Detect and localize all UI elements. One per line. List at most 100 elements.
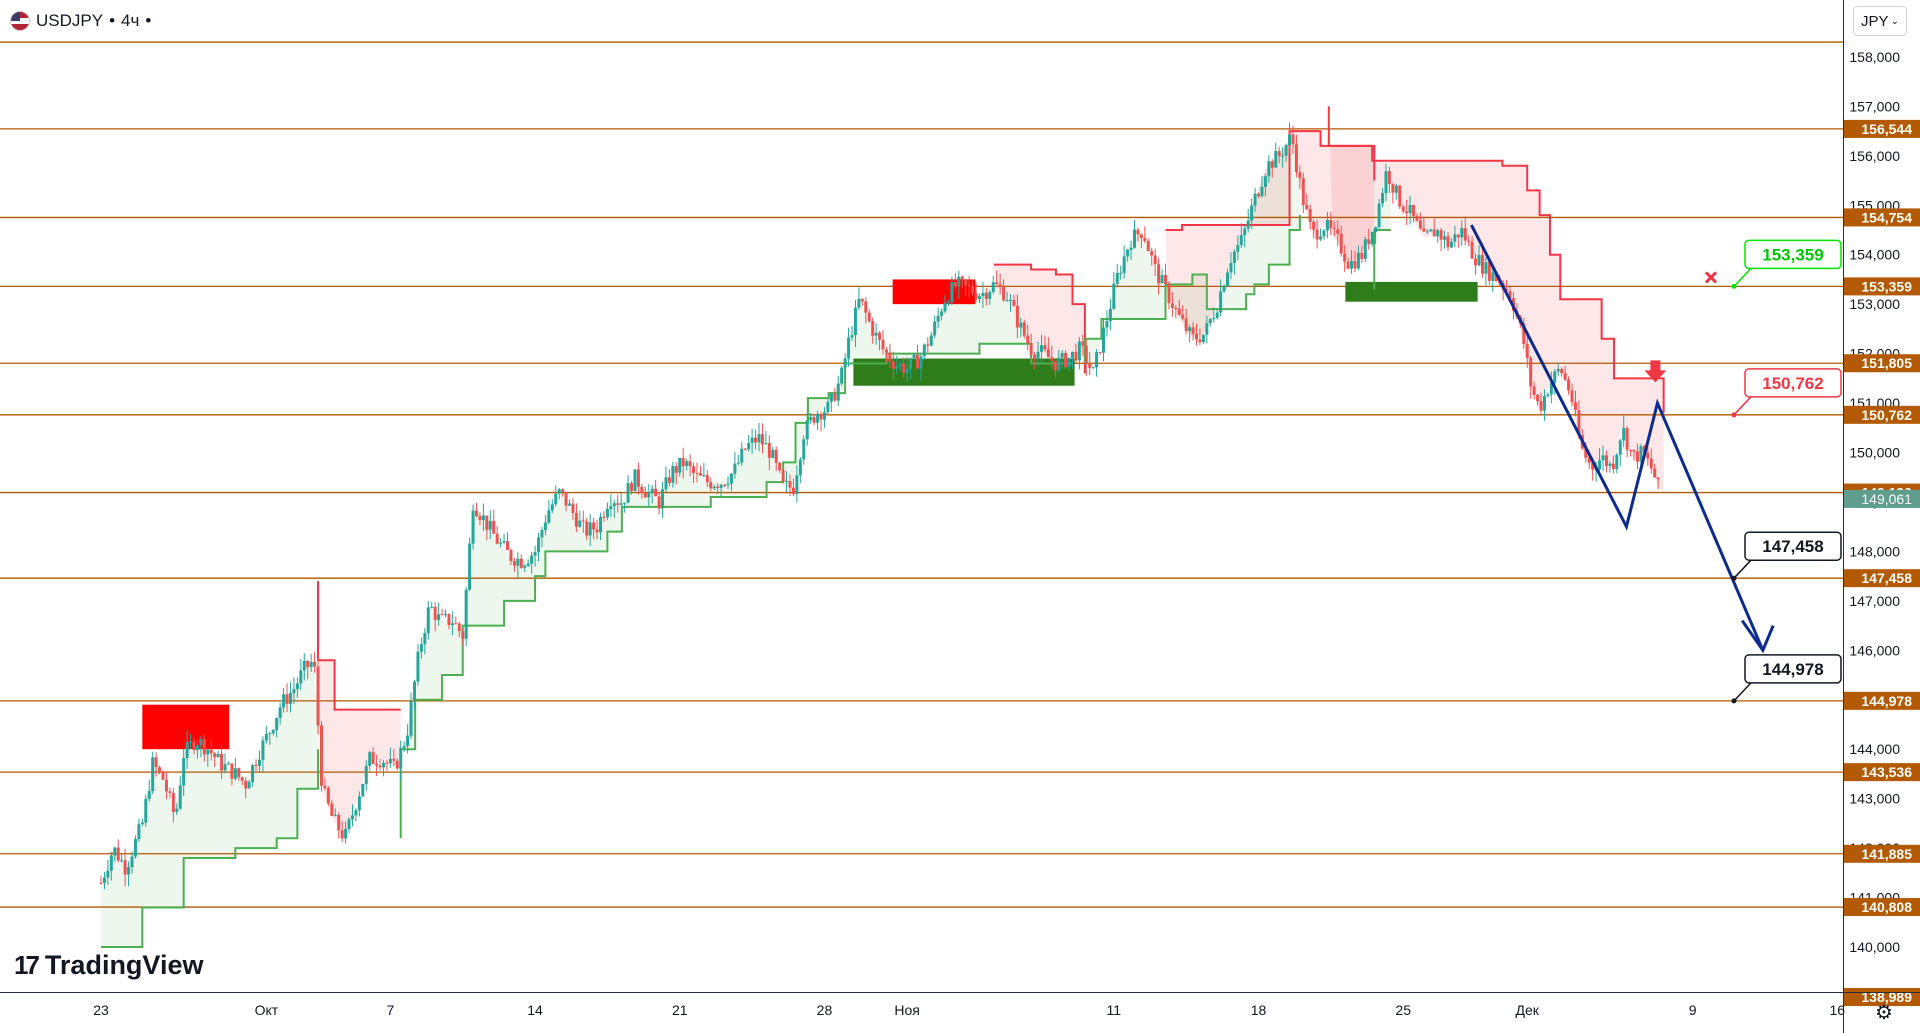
candle-body <box>375 763 379 766</box>
candle-body <box>444 613 447 615</box>
annotation-anchor <box>1731 698 1737 704</box>
candle-body <box>182 758 186 786</box>
candle-body <box>850 335 854 338</box>
candle-body <box>102 877 106 883</box>
candle-body <box>1456 234 1460 238</box>
y-tick-label: 140,000 <box>1849 939 1900 955</box>
level-price-label: 147,458 <box>1861 570 1912 586</box>
candle-body <box>1257 193 1261 197</box>
candle-body <box>447 613 451 626</box>
candle-body <box>1119 272 1123 274</box>
candle-body <box>1067 357 1071 368</box>
time-axis[interactable]: 23 Окт 7 14 21 28 Ноя 11 18 25 Дек 9 16 <box>0 992 1920 1019</box>
candle-body <box>1367 239 1371 245</box>
candle-body <box>781 470 785 482</box>
x-tick-label: 23 <box>93 1002 109 1018</box>
candle-body <box>592 522 596 530</box>
candle-body <box>743 448 747 450</box>
candle-body <box>1322 230 1326 237</box>
candle-body <box>778 462 782 471</box>
candle-body <box>760 434 764 445</box>
candle-body <box>202 739 206 755</box>
x-tick-label: 11 <box>1107 1002 1122 1018</box>
candle-body <box>537 537 541 553</box>
candle-body <box>564 492 568 506</box>
candle-body <box>1115 273 1119 284</box>
candle-body <box>1408 205 1412 214</box>
candle-body <box>833 393 837 401</box>
candle-body <box>450 623 454 626</box>
symbol-header[interactable]: USDJPY • 4ч • <box>10 8 158 34</box>
separator: • <box>145 11 152 30</box>
candle-body <box>1108 308 1112 322</box>
candle-body <box>378 765 382 768</box>
candle-body <box>933 321 937 336</box>
candle-body <box>747 442 751 450</box>
candle-body <box>1622 428 1626 441</box>
candle-body <box>240 777 244 781</box>
x-tick-label: 25 <box>1395 1002 1411 1018</box>
candle-body <box>1101 327 1105 353</box>
candle-body <box>395 760 399 769</box>
candle-body <box>185 741 189 759</box>
candle-body <box>812 417 816 423</box>
candle-body <box>257 759 261 766</box>
candle-body <box>1360 252 1364 259</box>
price-axis[interactable]: 139,000140,000141,000142,000143,000144,0… <box>1843 0 1920 1033</box>
candle-body <box>1573 402 1577 411</box>
candle-body <box>871 321 875 336</box>
candle-body <box>1439 230 1443 240</box>
candle-body <box>905 368 909 373</box>
candle-body <box>230 763 234 779</box>
supertrend-layer <box>101 106 1665 948</box>
candle-body <box>750 437 754 443</box>
candle-body <box>1563 373 1567 380</box>
candle-body <box>437 614 441 620</box>
candle-body <box>719 484 723 488</box>
candle-body <box>1632 450 1636 452</box>
annotation-box <box>1744 654 1842 684</box>
candle-body <box>1112 283 1116 309</box>
level-price-label: 151,805 <box>1861 355 1912 371</box>
candle-body <box>692 466 696 473</box>
candle-body <box>599 516 603 533</box>
candle-body <box>1553 371 1557 383</box>
candle-body <box>1381 193 1385 204</box>
candle-body <box>1387 171 1391 184</box>
candle-body <box>1105 321 1109 328</box>
candle-body <box>1494 272 1498 282</box>
candle-body <box>1339 233 1343 254</box>
currency-select[interactable]: JPY ⌄ <box>1853 6 1907 36</box>
candle-body <box>137 824 141 839</box>
candle-body <box>609 506 613 510</box>
candle-body <box>1277 151 1281 157</box>
candle-body <box>247 781 251 789</box>
candle-body <box>1570 390 1574 403</box>
candle-body <box>1584 448 1588 458</box>
candle-body <box>1587 457 1591 463</box>
candle-body <box>368 752 372 766</box>
annotation-box <box>1744 368 1842 398</box>
candle-body <box>158 767 162 772</box>
candle-body <box>302 660 306 671</box>
candle-body <box>822 412 826 420</box>
symbol-name[interactable]: USDJPY <box>36 11 104 30</box>
candle-body <box>1312 221 1316 230</box>
gear-icon[interactable]: ⚙ <box>1875 1001 1893 1024</box>
level-price-tag <box>1844 763 1920 782</box>
candle-body <box>502 541 506 543</box>
candle-body <box>1604 455 1608 466</box>
candle-body <box>1239 235 1243 245</box>
candle-body <box>1646 452 1650 459</box>
candle-body <box>664 477 668 490</box>
y-tick-label: 156,000 <box>1849 148 1900 164</box>
candle-body <box>457 623 461 632</box>
candle-body <box>1212 317 1216 320</box>
candle-body <box>1487 262 1491 281</box>
candle-body <box>295 683 299 690</box>
candle-body <box>953 282 957 287</box>
candle-body <box>922 344 926 357</box>
interval-label[interactable]: 4ч <box>121 11 140 30</box>
candle-body <box>99 882 103 884</box>
